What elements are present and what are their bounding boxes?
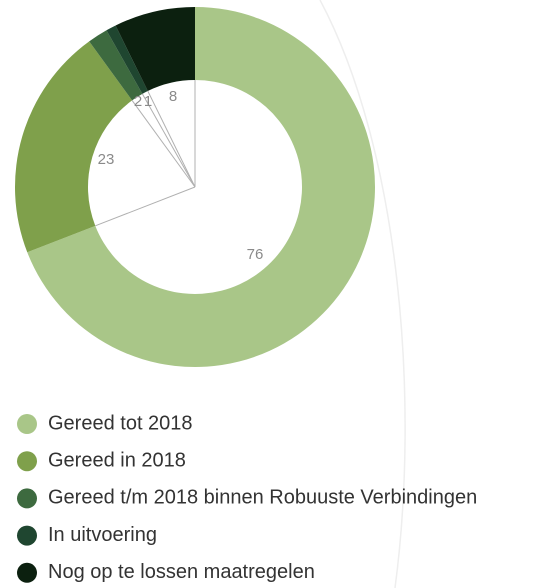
leader-line bbox=[147, 90, 196, 188]
legend-label: Gereed tot 2018 bbox=[48, 412, 193, 434]
legend-swatch bbox=[17, 562, 37, 583]
data-label: 2 bbox=[134, 93, 142, 110]
leader-line bbox=[141, 93, 196, 188]
donut-segment bbox=[89, 30, 143, 101]
legend-label: Nog op te lossen maatregelen bbox=[48, 561, 315, 583]
legend-label: Gereed in 2018 bbox=[48, 449, 186, 471]
donut-segment bbox=[115, 7, 195, 91]
data-label: 23 bbox=[98, 151, 115, 168]
legend-label: Gereed t/m 2018 binnen Robuuste Verbindi… bbox=[48, 487, 477, 509]
legend-swatch bbox=[17, 525, 37, 546]
leader-line bbox=[131, 100, 196, 188]
legend-label: In uitvoering bbox=[48, 524, 157, 546]
donut-segment bbox=[15, 41, 133, 253]
legend-swatch bbox=[17, 414, 37, 434]
legend-swatch bbox=[17, 451, 37, 472]
legend-swatch bbox=[17, 488, 37, 509]
background-curve bbox=[319, 0, 406, 588]
data-label: 1 bbox=[144, 93, 152, 110]
leader-line bbox=[95, 186, 196, 227]
donut-segment bbox=[106, 25, 148, 94]
data-label: 76 bbox=[247, 246, 264, 263]
data-label: 8 bbox=[169, 88, 177, 105]
donut-segment bbox=[27, 7, 376, 368]
